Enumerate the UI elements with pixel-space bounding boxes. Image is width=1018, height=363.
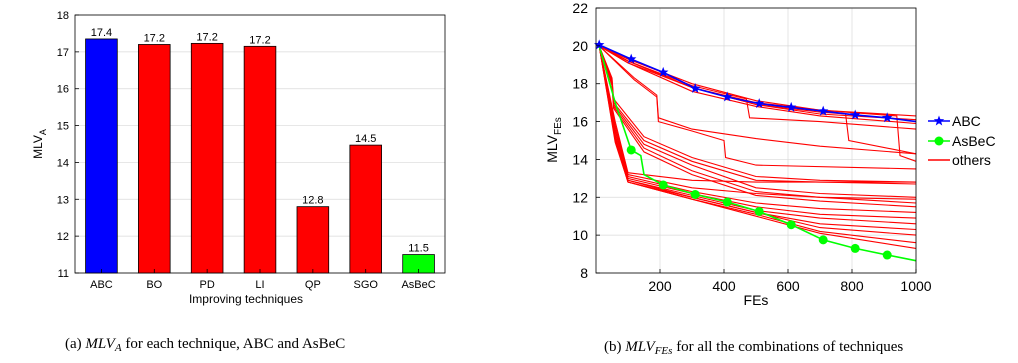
line-chart-y-tick-label: 8 — [580, 265, 588, 281]
asbec-marker — [882, 250, 892, 260]
line-chart-abc-series — [593, 39, 917, 123]
legend-circle-marker — [934, 136, 944, 146]
abc-marker — [785, 101, 797, 112]
legend-label-asbec: AsBeC — [952, 133, 996, 149]
caption-a: (a) MLVA for each technique, ABC and AsB… — [65, 336, 345, 354]
abc-marker — [657, 66, 669, 77]
bar-chart-x-tick-label: SGO — [353, 279, 378, 291]
abc-line — [598, 44, 917, 123]
bar-chart-panel: 17.4 17.2 17.2 17.212.814.511.5 11121314151… — [31, 10, 446, 306]
bar-chart-x-ticks: ABC BO PD LI QP SGO AsBeC — [90, 269, 436, 291]
others-line — [598, 45, 917, 170]
line-chart-asbec-series — [598, 45, 917, 262]
bar-qp — [296, 206, 330, 274]
abc-marker — [817, 105, 829, 116]
abc-marker — [625, 53, 637, 64]
asbec-marker — [626, 145, 636, 155]
abc-marker — [849, 109, 861, 120]
bar-pd — [190, 42, 224, 274]
abc-marker — [689, 82, 701, 93]
bar-value-label: 17.4 — [91, 27, 112, 39]
bar-value-label: 17.2 — [249, 34, 270, 46]
others-line — [598, 45, 917, 155]
asbec-marker — [754, 206, 764, 216]
others-line — [598, 45, 917, 204]
line-chart-x-tick-label: 800 — [840, 278, 864, 294]
bar-value-label: 17.2 — [196, 31, 217, 43]
line-chart-y-tick-label: 14 — [572, 151, 588, 167]
bar-chart-y-tick-label: 16 — [57, 84, 69, 96]
line-chart-x-tick-label: 400 — [712, 278, 736, 294]
bar-value-label: 12.8 — [302, 195, 323, 207]
abc-marker — [753, 98, 765, 109]
bar-chart-x-tick-label: LI — [255, 279, 264, 291]
bar-chart-y-axis-label: MLVA — [31, 129, 48, 159]
legend-label-abc: ABC — [952, 113, 981, 129]
bar-chart-y-tick-label: 12 — [57, 231, 69, 243]
line-chart-x-ticks: 200 400 600 800 1000 — [648, 269, 932, 294]
line-chart-x-tick-label: 600 — [776, 278, 800, 294]
line-chart-y-axis-label: MLVFEs — [544, 117, 564, 163]
others-line — [598, 45, 917, 125]
others-line — [598, 45, 917, 155]
line-chart-y-tick-label: 22 — [572, 0, 588, 16]
bar-value-label: 17.2 — [144, 32, 165, 44]
line-chart-y-tick-label: 12 — [572, 189, 588, 205]
bar-chart-y-tick-label: 17 — [57, 47, 69, 59]
abc-marker — [721, 91, 733, 102]
caption-b: (b) MLVFEs for all the combinations of t… — [604, 339, 903, 357]
line-chart-y-tick-label: 16 — [572, 114, 588, 130]
legend-label-others: others — [952, 152, 991, 168]
bar-sgo — [349, 144, 382, 274]
others-line — [598, 45, 917, 200]
bar-chart-y-tick-label: 15 — [57, 121, 69, 133]
bar-value-label: 11.5 — [408, 243, 429, 255]
asbec-marker — [690, 189, 700, 199]
bar-chart-x-axis-label: Improving techniques — [189, 292, 303, 306]
bar-chart-x-tick-label: AsBeC — [401, 279, 435, 291]
legend-entry-others: others — [928, 152, 991, 168]
bar-bo — [138, 44, 171, 274]
bar-chart-y-tick-label: 11 — [58, 268, 69, 280]
line-chart-y-tick-label: 18 — [572, 76, 588, 92]
line-chart-y-tick-label: 20 — [572, 38, 588, 54]
others-line — [598, 45, 917, 121]
bar-chart-y-ticks: 11 12 13 14 15 16 17 18 — [57, 10, 79, 280]
bar-chart-bars: 17.4 17.2 17.2 17.2 12.8 14.5 11.5 — [85, 27, 435, 274]
legend-entry-abc: ABC — [928, 113, 981, 129]
asbec-marker — [658, 180, 668, 190]
asbec-marker — [786, 220, 796, 230]
line-chart-x-axis-label: FEs — [744, 292, 769, 308]
others-line — [598, 45, 917, 249]
line-chart-axes-box — [595, 7, 917, 274]
bar-chart-x-tick-label: ABC — [90, 279, 113, 291]
legend-star-marker — [933, 115, 945, 126]
bar-abc — [85, 38, 118, 274]
bar-chart-x-tick-label: PD — [200, 279, 215, 291]
abc-marker — [881, 112, 893, 123]
bar-li — [243, 45, 277, 274]
line-chart-legend: ABC AsBeC others — [928, 113, 996, 168]
line-chart-others-series — [598, 45, 917, 249]
line-chart-panel: 8 10 12 14 16 18 20 22 200 400 600 800 1000 FEs MLV… — [544, 0, 996, 308]
asbec-marker — [722, 197, 732, 207]
bar-chart-x-tick-label: BO — [146, 279, 162, 291]
others-line — [598, 45, 916, 183]
bar-chart-y-tick-label: 14 — [57, 157, 69, 169]
asbec-marker — [850, 243, 860, 253]
asbec-marker — [818, 235, 828, 245]
bar-chart-y-tick-label: 13 — [57, 194, 69, 206]
bar-chart-x-tick-label: QP — [305, 279, 321, 291]
line-chart-y-tick-label: 10 — [572, 227, 588, 243]
bar-chart-y-tick-label: 18 — [57, 10, 69, 22]
line-chart-x-tick-label: 1000 — [900, 278, 931, 294]
bar-value-label: 14.5 — [355, 133, 376, 145]
abc-marker — [593, 39, 605, 50]
line-chart-x-tick-label: 200 — [648, 278, 672, 294]
legend-entry-asbec: AsBeC — [928, 133, 996, 149]
line-chart-y-ticks: 8 10 12 14 16 18 20 22 — [572, 0, 600, 281]
